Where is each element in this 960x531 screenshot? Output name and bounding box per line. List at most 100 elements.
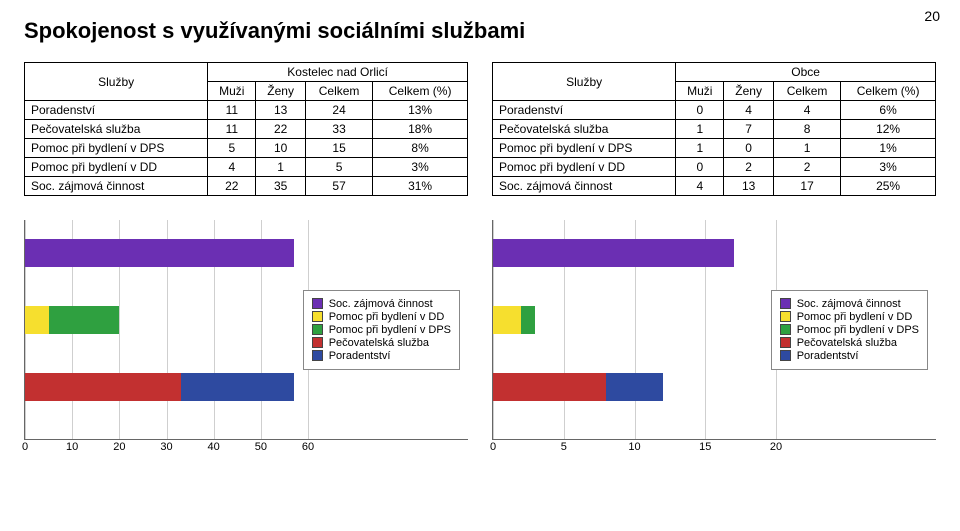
legend-swatch bbox=[312, 324, 323, 335]
table-cell-label: Pomoc při bydlení v DD bbox=[25, 158, 208, 177]
axis-tick: 30 bbox=[160, 441, 172, 453]
legend-label: Poradentství bbox=[329, 350, 391, 362]
legend-label: Soc. zájmová činnost bbox=[797, 298, 901, 310]
chart-right: Soc. zájmová činnostPomoc při bydlení v … bbox=[492, 220, 936, 440]
legend-swatch bbox=[312, 337, 323, 348]
table-cell: 2 bbox=[724, 158, 774, 177]
table-cell: 5 bbox=[208, 139, 256, 158]
legend-item: Soc. zájmová činnost bbox=[312, 298, 451, 310]
table-cell: 22 bbox=[208, 177, 256, 196]
table-cell: 1 bbox=[773, 139, 840, 158]
legend-item: Pomoc při bydlení v DPS bbox=[312, 324, 451, 336]
axis-tick: 20 bbox=[770, 441, 782, 453]
table-cell-label: Pomoc při bydlení v DPS bbox=[25, 139, 208, 158]
table-row: Poradenství11132413% bbox=[25, 101, 468, 120]
chart-left: Soc. zájmová činnostPomoc při bydlení v … bbox=[24, 220, 468, 440]
table-cell: 10 bbox=[256, 139, 306, 158]
table-cell: 57 bbox=[305, 177, 372, 196]
table-row: Soc. zájmová činnost4131725% bbox=[493, 177, 936, 196]
table-cell: 8 bbox=[773, 120, 840, 139]
axis-tick: 0 bbox=[490, 441, 496, 453]
legend-label: Pomoc při bydlení v DPS bbox=[797, 324, 919, 336]
table-row: Pečovatelská služba17812% bbox=[493, 120, 936, 139]
col-header: Muži bbox=[208, 82, 256, 101]
legend-right: Soc. zájmová činnostPomoc při bydlení v … bbox=[771, 290, 928, 370]
table-cell: 13% bbox=[373, 101, 468, 120]
table-cell: 1% bbox=[841, 139, 936, 158]
chart-bar bbox=[493, 239, 734, 267]
table-right-table: Služby Obce Muži Ženy Celkem Celkem (%) … bbox=[492, 62, 936, 196]
table-row: Pečovatelská služba11223318% bbox=[25, 120, 468, 139]
tables-row: Služby Kostelec nad Orlicí Muži Ženy Cel… bbox=[24, 62, 936, 196]
table-cell-label: Soc. zájmová činnost bbox=[493, 177, 676, 196]
legend-swatch bbox=[312, 311, 323, 322]
table-right: Služby Obce Muži Ženy Celkem Celkem (%) … bbox=[492, 62, 936, 196]
table-left: Služby Kostelec nad Orlicí Muži Ženy Cel… bbox=[24, 62, 468, 196]
legend-label: Pomoc při bydlení v DPS bbox=[329, 324, 451, 336]
table-cell-label: Poradenství bbox=[493, 101, 676, 120]
table-cell-label: Pomoc při bydlení v DD bbox=[493, 158, 676, 177]
legend-label: Pečovatelská služba bbox=[329, 337, 429, 349]
table-cell: 17 bbox=[773, 177, 840, 196]
table-cell: 1 bbox=[676, 139, 724, 158]
table-cell: 2 bbox=[773, 158, 840, 177]
table-cell: 0 bbox=[724, 139, 774, 158]
table-cell: 8% bbox=[373, 139, 468, 158]
table-cell-label: Soc. zájmová činnost bbox=[25, 177, 208, 196]
col-header: Muži bbox=[676, 82, 724, 101]
table-row: Soc. zájmová činnost22355731% bbox=[25, 177, 468, 196]
table-cell: 25% bbox=[841, 177, 936, 196]
table-cell: 4 bbox=[208, 158, 256, 177]
legend-item: Pomoc při bydlení v DD bbox=[312, 311, 451, 323]
axis-tick: 10 bbox=[628, 441, 640, 453]
table-row: Pomoc při bydlení v DD0223% bbox=[493, 158, 936, 177]
legend-label: Poradentství bbox=[797, 350, 859, 362]
col-header: Celkem (%) bbox=[841, 82, 936, 101]
table-cell-label: Pomoc při bydlení v DPS bbox=[493, 139, 676, 158]
legend-item: Soc. zájmová činnost bbox=[780, 298, 919, 310]
axis-tick: 60 bbox=[302, 441, 314, 453]
table-left-caption: Kostelec nad Orlicí bbox=[208, 63, 468, 82]
chart-bar bbox=[493, 373, 606, 401]
axis-tick: 10 bbox=[66, 441, 78, 453]
table-cell: 7 bbox=[724, 120, 774, 139]
table-cell: 31% bbox=[373, 177, 468, 196]
legend-swatch bbox=[312, 298, 323, 309]
table-right-caption: Obce bbox=[676, 63, 936, 82]
table-cell: 3% bbox=[841, 158, 936, 177]
legend-item: Poradentství bbox=[312, 350, 451, 362]
legend-item: Pomoc při bydlení v DD bbox=[780, 311, 919, 323]
page-number: 20 bbox=[924, 8, 940, 24]
table-cell: 1 bbox=[256, 158, 306, 177]
table-cell: 13 bbox=[256, 101, 306, 120]
chart-bar bbox=[521, 306, 535, 334]
col-header: Ženy bbox=[724, 82, 774, 101]
table-cell: 33 bbox=[305, 120, 372, 139]
table-cell: 0 bbox=[676, 158, 724, 177]
legend-label: Pomoc při bydlení v DD bbox=[797, 311, 913, 323]
charts-row: Soc. zájmová činnostPomoc při bydlení v … bbox=[24, 220, 936, 440]
table-cell: 22 bbox=[256, 120, 306, 139]
legend-label: Pomoc při bydlení v DD bbox=[329, 311, 445, 323]
table-cell: 12% bbox=[841, 120, 936, 139]
table-cell-label: Pečovatelská služba bbox=[493, 120, 676, 139]
col-header: Celkem (%) bbox=[373, 82, 468, 101]
table-cell: 13 bbox=[724, 177, 774, 196]
table-cell: 18% bbox=[373, 120, 468, 139]
chart-bar bbox=[181, 373, 294, 401]
col-header: Celkem bbox=[305, 82, 372, 101]
table-cell: 11 bbox=[208, 101, 256, 120]
col-header: Ženy bbox=[256, 82, 306, 101]
table-cell: 4 bbox=[676, 177, 724, 196]
col-service: Služby bbox=[25, 63, 208, 101]
table-cell: 5 bbox=[305, 158, 372, 177]
legend-label: Soc. zájmová činnost bbox=[329, 298, 433, 310]
table-cell: 15 bbox=[305, 139, 372, 158]
axis-tick: 15 bbox=[699, 441, 711, 453]
chart-bar bbox=[25, 239, 294, 267]
chart-bar bbox=[25, 373, 181, 401]
axis-tick: 50 bbox=[255, 441, 267, 453]
legend-swatch bbox=[780, 298, 791, 309]
table-cell: 0 bbox=[676, 101, 724, 120]
chart-bar bbox=[49, 306, 120, 334]
